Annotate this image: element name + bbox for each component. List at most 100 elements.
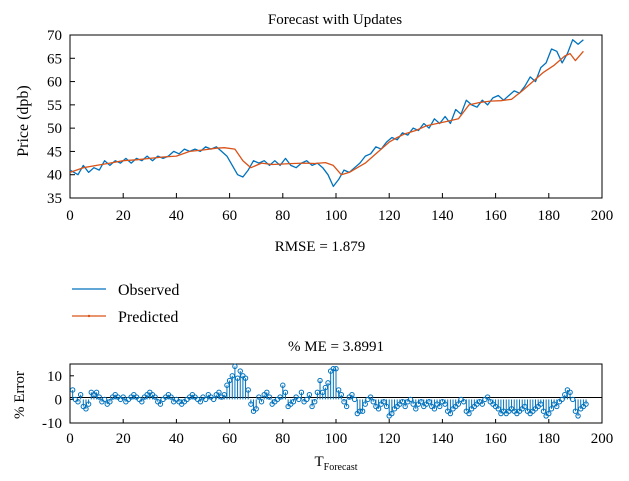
error-stem-marker bbox=[306, 391, 313, 398]
error-stem-marker bbox=[567, 389, 573, 396]
error-stem-marker bbox=[280, 382, 286, 388]
error-xtick-label: 100 bbox=[325, 431, 348, 447]
forecast-ytick-label: 65 bbox=[47, 51, 62, 67]
error-stem-marker bbox=[389, 410, 395, 417]
legend-observed-label: Observed bbox=[118, 282, 179, 299]
forecast-xtick-label: 180 bbox=[538, 208, 561, 224]
error-chart-stems bbox=[69, 363, 589, 419]
error-stem-marker bbox=[266, 394, 273, 400]
error-stem-marker bbox=[333, 366, 339, 372]
forecast-xtick-label: 160 bbox=[484, 208, 507, 224]
error-stem-marker bbox=[466, 410, 472, 417]
error-stem-marker bbox=[413, 406, 419, 412]
error-stem-marker bbox=[367, 394, 374, 400]
error-ytick-label: 10 bbox=[47, 369, 62, 385]
forecast-chart: Forecast with Updates Price (dpb) 0 20 40 6… bbox=[15, 12, 613, 255]
forecast-ytick-label: 45 bbox=[47, 144, 62, 160]
error-xtick-label: 80 bbox=[275, 431, 290, 447]
error-stem-marker bbox=[253, 406, 259, 412]
error-xtick-label: 0 bbox=[66, 431, 74, 447]
error-stem-marker bbox=[437, 403, 443, 410]
error-xtick-label: 180 bbox=[538, 431, 561, 447]
error-stem-marker bbox=[575, 413, 581, 419]
error-stem-marker bbox=[96, 394, 102, 400]
forecast-ytick-label: 50 bbox=[47, 121, 62, 137]
error-chart-title: % ME = 3.8991 bbox=[288, 339, 384, 355]
error-stem-marker bbox=[335, 387, 342, 393]
error-stem-marker bbox=[447, 410, 454, 417]
forecast-xtick-label: 140 bbox=[431, 208, 454, 224]
forecast-ytick-label: 70 bbox=[47, 28, 62, 44]
error-stem-marker bbox=[237, 368, 243, 374]
error-chart-xticks: 0 20 40 60 80 100 120 140 160 180 200 bbox=[66, 419, 613, 447]
error-stem-marker bbox=[317, 377, 323, 384]
error-stem-marker bbox=[309, 403, 315, 410]
error-stem-marker bbox=[216, 389, 222, 396]
forecast-chart-xticks: 0 20 40 60 80 100 120 140 160 180 200 bbox=[66, 193, 613, 224]
error-stem-marker bbox=[359, 408, 366, 414]
error-stem-marker bbox=[282, 389, 289, 396]
forecast-chart-plot-area bbox=[69, 34, 603, 199]
error-stem-marker bbox=[75, 399, 81, 405]
error-stem-marker bbox=[298, 389, 305, 396]
forecast-chart-series bbox=[69, 39, 584, 188]
forecast-xtick-label: 200 bbox=[591, 208, 614, 224]
forecast-ytick-label: 55 bbox=[47, 98, 62, 114]
forecast-xtick-label: 80 bbox=[275, 208, 290, 224]
forecast-xtick-label: 40 bbox=[169, 208, 184, 224]
legend-predicted-marker bbox=[87, 314, 91, 318]
error-stem-marker bbox=[83, 406, 89, 412]
error-stem-marker bbox=[85, 401, 92, 407]
error-stem-marker bbox=[362, 401, 368, 407]
error-stem-marker bbox=[256, 394, 262, 400]
error-stem-marker bbox=[93, 389, 100, 396]
error-stem-marker bbox=[258, 399, 265, 405]
forecast-xtick-label: 100 bbox=[325, 208, 348, 224]
error-stem-marker bbox=[484, 394, 491, 400]
series-line-predicted bbox=[69, 50, 584, 176]
error-stem-marker bbox=[77, 391, 84, 398]
error-chart-xlabel-main: T bbox=[314, 454, 323, 470]
forecast-chart-yticks: 35 40 45 50 55 60 65 70 bbox=[47, 28, 75, 207]
forecast-ytick-label: 35 bbox=[47, 191, 62, 207]
error-stem-marker bbox=[548, 406, 555, 412]
error-stem-marker bbox=[312, 399, 318, 405]
error-stem-marker bbox=[245, 387, 251, 393]
forecast-xtick-label: 120 bbox=[378, 208, 401, 224]
forecast-xtick-label: 0 bbox=[66, 208, 74, 224]
error-ytick-label: 0 bbox=[55, 392, 63, 408]
error-stem-marker bbox=[375, 406, 382, 412]
error-stem-marker bbox=[583, 401, 589, 407]
forecast-ytick-label: 60 bbox=[47, 75, 62, 91]
rmse-annotation: RMSE = 1.879 bbox=[275, 239, 366, 255]
error-stem-marker bbox=[338, 391, 345, 398]
error-stem-marker bbox=[431, 406, 438, 412]
error-stem-marker bbox=[290, 399, 297, 405]
forecast-xtick-label: 60 bbox=[222, 208, 237, 224]
series-line-observed bbox=[69, 39, 584, 188]
legend-predicted-label: Predicted bbox=[118, 309, 178, 326]
error-xtick-label: 60 bbox=[222, 431, 237, 447]
error-stem-marker bbox=[546, 410, 552, 417]
error-stem-marker bbox=[479, 401, 485, 407]
error-stem-marker bbox=[264, 389, 270, 396]
legend: Observed Predicted bbox=[72, 282, 179, 326]
error-stem-marker bbox=[152, 394, 158, 400]
error-xtick-label: 140 bbox=[431, 431, 454, 447]
error-stem-marker bbox=[120, 394, 126, 400]
error-stem-marker bbox=[455, 401, 462, 407]
error-chart-ylabel: % Error bbox=[12, 371, 28, 419]
error-stem-marker bbox=[343, 403, 350, 410]
error-chart-yticks: 10 0 -10 bbox=[42, 369, 74, 432]
error-chart: % ME = 3.8991 % Error 0 20 40 60 80 100 120 140… bbox=[12, 339, 613, 473]
error-stem-marker bbox=[139, 399, 145, 405]
error-stem-marker bbox=[554, 403, 560, 410]
error-stem-marker bbox=[197, 399, 204, 405]
error-xtick-label: 120 bbox=[378, 431, 401, 447]
error-stem-marker bbox=[242, 375, 249, 381]
error-stem-marker bbox=[168, 394, 174, 400]
error-xtick-label: 40 bbox=[169, 431, 184, 447]
error-xtick-label: 160 bbox=[484, 431, 507, 447]
error-xtick-label: 20 bbox=[116, 431, 131, 447]
